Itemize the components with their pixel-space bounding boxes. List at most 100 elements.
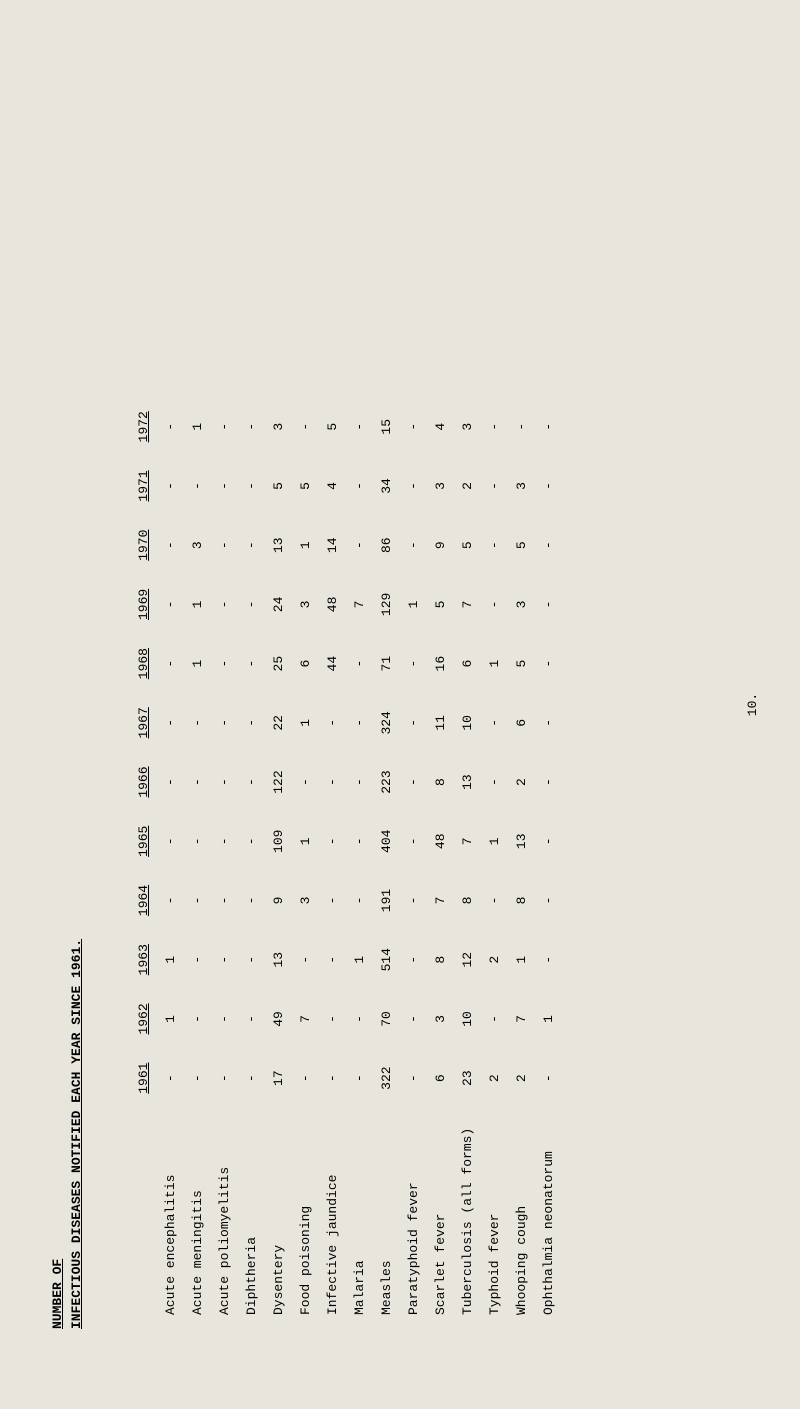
- table-cell: -: [481, 693, 508, 752]
- table-cell: -: [400, 397, 427, 456]
- table-cell: 15: [373, 397, 400, 456]
- table-cell: -: [211, 516, 238, 575]
- table-cell: 5: [319, 397, 346, 456]
- table-cell: 44: [319, 634, 346, 693]
- table-row: Acute poliomyelitis------------: [211, 397, 238, 1329]
- table-cell: 322: [373, 1049, 400, 1108]
- table-cell: -: [346, 397, 373, 456]
- year-header: 1969: [130, 575, 157, 634]
- table-cell: -: [211, 693, 238, 752]
- table-cell: -: [400, 634, 427, 693]
- table-row: Acute encephalitis-11---------: [157, 397, 184, 1329]
- table-cell: -: [400, 752, 427, 811]
- table-cell: 404: [373, 812, 400, 871]
- table-cell: -: [157, 575, 184, 634]
- table-cell: -: [238, 634, 265, 693]
- table-cell: -: [211, 812, 238, 871]
- table-cell: 5: [427, 575, 454, 634]
- table-cell: -: [184, 693, 211, 752]
- disease-name: Diphtheria: [238, 1108, 265, 1329]
- table-cell: 3: [508, 456, 535, 515]
- table-cell: -: [184, 989, 211, 1048]
- table-cell: 25: [265, 634, 292, 693]
- table-cell: 2: [508, 1049, 535, 1108]
- table-cell: -: [535, 397, 562, 456]
- table-cell: 514: [373, 930, 400, 989]
- year-header: 1961: [130, 1049, 157, 1108]
- table-cell: 1: [292, 812, 319, 871]
- table-cell: 5: [508, 634, 535, 693]
- table-cell: 7: [346, 575, 373, 634]
- disease-name: Whooping cough: [508, 1108, 535, 1329]
- table-cell: 3: [508, 575, 535, 634]
- table-cell: 5: [292, 456, 319, 515]
- table-cell: 70: [373, 989, 400, 1048]
- table-cell: -: [157, 634, 184, 693]
- table-cell: -: [211, 930, 238, 989]
- disease-name: Paratyphoid fever: [400, 1108, 427, 1329]
- disease-name: Dysentery: [265, 1108, 292, 1329]
- disease-name: Measles: [373, 1108, 400, 1329]
- table-cell: -: [292, 930, 319, 989]
- page-number: 10.: [745, 693, 760, 716]
- table-cell: -: [319, 930, 346, 989]
- table-cell: 34: [373, 456, 400, 515]
- table-cell: 13: [454, 752, 481, 811]
- table-cell: -: [157, 812, 184, 871]
- table-cell: -: [400, 989, 427, 1048]
- table-cell: 1: [184, 575, 211, 634]
- table-cell: -: [535, 634, 562, 693]
- table-cell: 13: [265, 516, 292, 575]
- table-cell: -: [400, 516, 427, 575]
- table-cell: 2: [481, 930, 508, 989]
- table-row: Malaria--1-----7---: [346, 397, 373, 1329]
- table-header-row: 1961 1962 1963 1964 1965 1966 1967 1968 …: [130, 397, 157, 1329]
- table-cell: -: [238, 397, 265, 456]
- year-header: 1966: [130, 752, 157, 811]
- table-cell: 3: [292, 871, 319, 930]
- table-cell: -: [238, 456, 265, 515]
- year-header: 1967: [130, 693, 157, 752]
- table-cell: 5: [454, 516, 481, 575]
- table-cell: 6: [427, 1049, 454, 1108]
- year-header: 1964: [130, 871, 157, 930]
- table-cell: 122: [265, 752, 292, 811]
- table-cell: 12: [454, 930, 481, 989]
- table-cell: 1: [508, 930, 535, 989]
- table-cell: -: [346, 516, 373, 575]
- table-cell: -: [400, 930, 427, 989]
- table-cell: -: [535, 752, 562, 811]
- table-cell: 48: [427, 812, 454, 871]
- year-header: 1963: [130, 930, 157, 989]
- table-cell: 4: [427, 397, 454, 456]
- table-cell: 7: [454, 812, 481, 871]
- header-blank: [130, 1108, 157, 1329]
- table-cell: -: [400, 693, 427, 752]
- table-cell: 10: [454, 693, 481, 752]
- year-header: 1962: [130, 989, 157, 1048]
- table-cell: -: [481, 752, 508, 811]
- disease-name: Malaria: [346, 1108, 373, 1329]
- table-cell: -: [535, 930, 562, 989]
- table-cell: 1: [400, 575, 427, 634]
- table-cell: -: [535, 812, 562, 871]
- table-cell: -: [157, 1049, 184, 1108]
- disease-name: Acute meningitis: [184, 1108, 211, 1329]
- table-cell: 8: [427, 752, 454, 811]
- table-cell: -: [346, 989, 373, 1048]
- table-cell: 1: [292, 693, 319, 752]
- table-cell: 1: [346, 930, 373, 989]
- table-cell: -: [184, 752, 211, 811]
- table-cell: -: [319, 871, 346, 930]
- table-cell: 3: [427, 989, 454, 1048]
- table-cell: -: [157, 752, 184, 811]
- table-cell: -: [400, 1049, 427, 1108]
- disease-name: Typhoid fever: [481, 1108, 508, 1329]
- table-cell: 7: [427, 871, 454, 930]
- table-row: Paratyphoid fever--------1---: [400, 397, 427, 1329]
- disease-name: Acute encephalitis: [157, 1108, 184, 1329]
- year-header: 1970: [130, 516, 157, 575]
- table-cell: 109: [265, 812, 292, 871]
- table-cell: -: [535, 516, 562, 575]
- table-cell: 1: [157, 930, 184, 989]
